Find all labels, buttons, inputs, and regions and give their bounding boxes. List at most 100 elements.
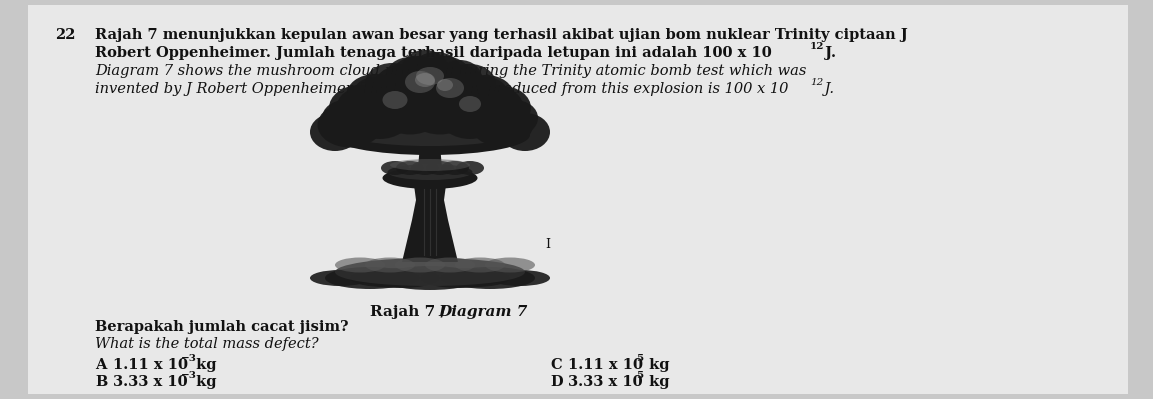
Ellipse shape [440, 161, 469, 175]
Ellipse shape [399, 60, 461, 108]
Ellipse shape [383, 91, 407, 109]
Ellipse shape [492, 100, 538, 136]
Ellipse shape [490, 270, 550, 286]
Text: 5: 5 [636, 371, 643, 380]
Ellipse shape [416, 67, 444, 85]
Ellipse shape [351, 97, 410, 139]
Text: 3.33 x 10: 3.33 x 10 [113, 375, 188, 389]
Ellipse shape [380, 266, 480, 290]
Ellipse shape [387, 164, 473, 180]
Text: D: D [550, 375, 563, 389]
Text: Diagram 7: Diagram 7 [438, 305, 527, 319]
Text: invented by J Robert Oppenheimer. The total energy produced from this explosion : invented by J Robert Oppenheimer. The to… [95, 82, 789, 96]
Ellipse shape [325, 267, 415, 289]
Text: Robert Oppenheimer. Jumlah tenaga terhasil daripada letupan ini adalah 100 x 10: Robert Oppenheimer. Jumlah tenaga terhas… [95, 46, 771, 60]
Ellipse shape [338, 114, 522, 146]
Polygon shape [419, 130, 442, 168]
Ellipse shape [374, 65, 431, 111]
Text: 5: 5 [636, 354, 643, 363]
Ellipse shape [425, 257, 475, 273]
Ellipse shape [464, 77, 508, 111]
Ellipse shape [429, 65, 487, 111]
Text: 1.11 x 10: 1.11 x 10 [113, 358, 188, 372]
Ellipse shape [420, 268, 500, 288]
Text: kg: kg [191, 375, 217, 389]
Text: A: A [95, 358, 106, 372]
Ellipse shape [459, 96, 481, 112]
Ellipse shape [346, 74, 404, 118]
Text: What is the total mass defect?: What is the total mass defect? [95, 337, 318, 351]
Ellipse shape [485, 257, 535, 273]
Ellipse shape [444, 78, 504, 122]
Text: 12: 12 [811, 78, 823, 87]
Text: −3: −3 [181, 354, 197, 363]
Ellipse shape [395, 161, 424, 175]
Ellipse shape [470, 103, 533, 147]
Text: B: B [95, 375, 107, 389]
Ellipse shape [477, 88, 523, 124]
Ellipse shape [357, 78, 419, 122]
Ellipse shape [438, 60, 482, 96]
Ellipse shape [353, 77, 397, 111]
Text: J.: J. [820, 82, 834, 96]
Ellipse shape [366, 63, 419, 105]
Text: kg: kg [191, 358, 217, 372]
Ellipse shape [416, 56, 472, 100]
Ellipse shape [310, 113, 360, 151]
Ellipse shape [377, 89, 443, 134]
Ellipse shape [436, 78, 464, 98]
Ellipse shape [322, 100, 368, 136]
Ellipse shape [366, 257, 415, 273]
Text: C: C [550, 358, 562, 372]
Text: Diagram 7 shows the mushroom cloud produced during the Trinity atomic bomb test : Diagram 7 shows the mushroom cloud produ… [95, 64, 806, 78]
Text: kg: kg [645, 358, 670, 372]
Text: 1.11 x 10: 1.11 x 10 [568, 358, 643, 372]
Ellipse shape [410, 52, 462, 92]
Ellipse shape [455, 161, 484, 175]
Ellipse shape [440, 97, 500, 139]
Ellipse shape [425, 161, 454, 175]
Ellipse shape [405, 71, 435, 93]
FancyBboxPatch shape [28, 5, 1128, 394]
Text: −3: −3 [181, 371, 197, 380]
Ellipse shape [386, 57, 434, 95]
Ellipse shape [390, 56, 446, 100]
Ellipse shape [500, 113, 550, 151]
Polygon shape [402, 175, 458, 262]
Text: 22: 22 [55, 28, 75, 42]
Ellipse shape [402, 50, 449, 86]
Ellipse shape [337, 88, 383, 124]
Ellipse shape [360, 268, 440, 288]
Text: Rajah 7 menunjukkan kepulan awan besar yang terhasil akibat ujian bom nuklear Tr: Rajah 7 menunjukkan kepulan awan besar y… [95, 28, 907, 42]
Ellipse shape [473, 86, 532, 130]
Ellipse shape [444, 64, 496, 104]
Ellipse shape [336, 258, 525, 286]
Ellipse shape [310, 270, 370, 286]
Ellipse shape [330, 115, 530, 155]
Text: Berapakah jumlah cacat jisim?: Berapakah jumlah cacat jisim? [95, 320, 348, 334]
Text: J.: J. [820, 46, 836, 60]
Text: kg: kg [645, 375, 670, 389]
Ellipse shape [390, 159, 470, 171]
Text: 12: 12 [811, 42, 824, 51]
Ellipse shape [440, 269, 510, 287]
Ellipse shape [383, 167, 477, 189]
Ellipse shape [458, 75, 514, 117]
Ellipse shape [384, 71, 449, 117]
Ellipse shape [455, 257, 505, 273]
Ellipse shape [380, 161, 409, 175]
Ellipse shape [445, 267, 535, 289]
Ellipse shape [336, 257, 385, 273]
Ellipse shape [329, 85, 391, 131]
Text: I: I [545, 239, 550, 251]
Text: 3.33 x 10: 3.33 x 10 [568, 375, 642, 389]
Ellipse shape [437, 79, 453, 91]
Ellipse shape [351, 269, 420, 287]
Ellipse shape [317, 103, 383, 148]
Ellipse shape [415, 73, 435, 87]
Ellipse shape [395, 257, 445, 273]
Ellipse shape [410, 161, 439, 175]
Ellipse shape [415, 71, 477, 117]
Ellipse shape [407, 89, 473, 134]
Text: Rajah 7 /: Rajah 7 / [370, 305, 451, 319]
